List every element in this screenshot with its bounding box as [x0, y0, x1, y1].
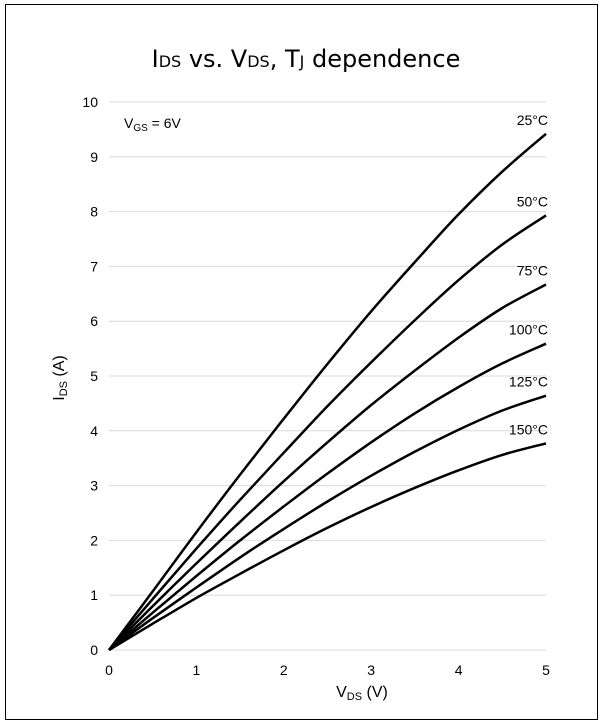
- y-tick-labels: 0 1 2 3 4 5 6 7 8 9 10: [82, 94, 98, 658]
- gridlines: [109, 101, 546, 651]
- curve-150°C: [108, 442, 547, 652]
- curve-label: 125°C: [509, 374, 548, 390]
- curve-25°C: [107, 132, 547, 651]
- curve-50°C: [108, 214, 547, 651]
- curve-label: 25°C: [517, 112, 548, 128]
- curve-label: 150°C: [509, 421, 548, 437]
- curve-label: 50°C: [517, 193, 548, 209]
- curve-label: 100°C: [509, 322, 548, 338]
- y-tick-label: 0: [90, 642, 98, 658]
- curve-100°C: [108, 342, 547, 651]
- y-tick-label: 8: [90, 204, 98, 220]
- x-tick-label: 1: [193, 662, 201, 678]
- x-tick-label: 0: [105, 662, 113, 678]
- x-tick-label: 5: [542, 662, 550, 678]
- curve-labels: 25°C 50°C 75°C 100°C 125°C 150°C: [509, 112, 548, 438]
- y-tick-label: 10: [82, 94, 98, 110]
- y-tick-label: 9: [90, 149, 98, 165]
- chart-title: IDS vs. VDS, TJ dependence: [152, 45, 461, 73]
- ids-vds-chart: IDS vs. VDS, TJ dependence 012345678910 …: [51, 45, 550, 703]
- x-tick-labels: 0 1 2 3 4 5: [105, 662, 550, 678]
- y-tick-label: 7: [90, 258, 98, 274]
- curve-label: 75°C: [517, 262, 548, 278]
- y-tick-label: 4: [90, 423, 98, 439]
- y-tick-label: 6: [90, 313, 98, 329]
- y-tick-label: 5: [90, 368, 98, 384]
- y-axis-title: IDS (A): [51, 355, 70, 401]
- y-tick-label: 3: [90, 478, 98, 494]
- vgs-annotation: VGS = 6V: [124, 115, 182, 134]
- x-axis-title: VDS (V): [336, 684, 388, 703]
- y-tick-label: 1: [90, 587, 98, 603]
- y-tick-label: 2: [90, 532, 98, 548]
- x-tick-label: 4: [455, 662, 463, 678]
- curve-75°C: [108, 283, 547, 651]
- x-tick-label: 2: [280, 662, 288, 678]
- curve-125°C: [108, 394, 547, 652]
- x-tick-label: 3: [367, 662, 375, 678]
- chart-frame: IDS vs. VDS, TJ dependence 0 1 2 3 4 5 6 7 8 9 10 …: [5, 4, 598, 720]
- curves: [107, 132, 547, 652]
